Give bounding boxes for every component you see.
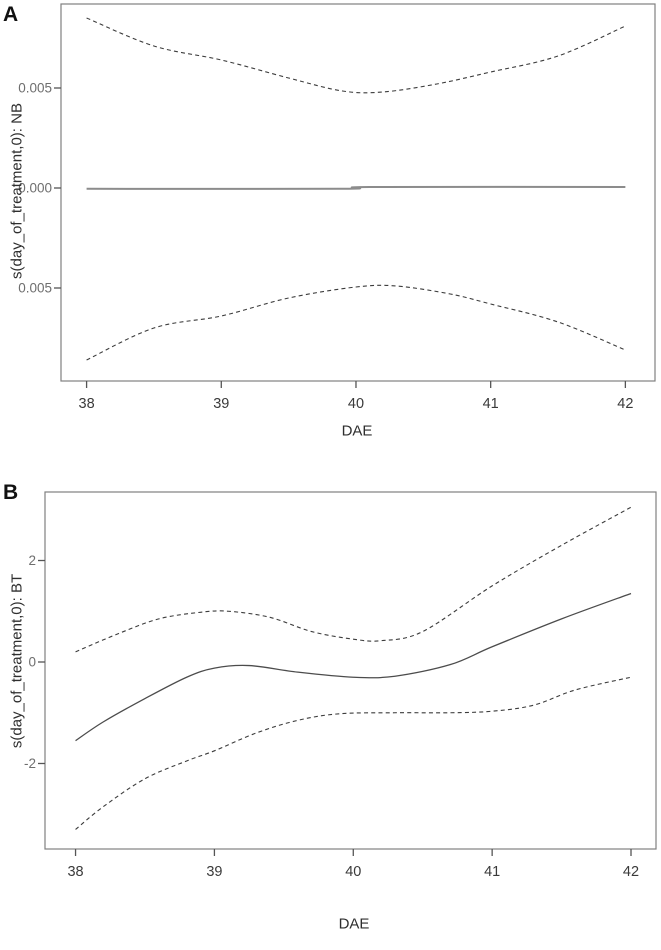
x-tick-label: 42 bbox=[623, 864, 639, 880]
y-tick-label: 0 bbox=[28, 655, 36, 670]
x-tick-label: 40 bbox=[345, 864, 361, 880]
panel-a-x-axis-title: DAE bbox=[341, 422, 373, 440]
x-tick-label: 41 bbox=[483, 396, 499, 412]
panel-b-x-axis-title: DAE bbox=[338, 915, 370, 933]
panel-b-chart: 38 39 40 41 42 2 0 -2 bbox=[24, 491, 657, 880]
lower_ci-line bbox=[86, 284, 626, 361]
x-tick-label: 39 bbox=[206, 864, 222, 880]
x-tick-label: 40 bbox=[348, 396, 364, 412]
plot-box bbox=[60, 3, 656, 382]
upper_ci-line bbox=[75, 506, 632, 653]
smooth_estimate-line bbox=[86, 185, 626, 190]
lower_ci-line bbox=[75, 676, 632, 830]
smooth_estimate-line bbox=[75, 592, 632, 742]
x-tick-label: 39 bbox=[213, 396, 229, 412]
panel-a-label: A bbox=[3, 3, 19, 26]
x-tick-label: 41 bbox=[484, 864, 500, 880]
panel-b-label: B bbox=[3, 481, 19, 504]
y-tick-label: 0.005 bbox=[18, 281, 52, 296]
y-tick-label: 0.000 bbox=[18, 181, 52, 196]
y-tick-label: 2 bbox=[28, 553, 36, 568]
y-tick-label: -2 bbox=[24, 756, 36, 771]
x-tick-label: 42 bbox=[617, 396, 633, 412]
panel-a-y-axis-title: s(day_of_treatment,0): NB bbox=[8, 103, 26, 279]
x-tick-label: 38 bbox=[79, 396, 95, 412]
plot-box bbox=[44, 491, 657, 850]
panel-b-y-axis-title: s(day_of_treatment,0): BT bbox=[8, 573, 26, 749]
x-tick-label: 38 bbox=[67, 864, 83, 880]
y-tick-label: 0.005 bbox=[18, 81, 52, 96]
upper_ci-line bbox=[86, 17, 626, 94]
panel-a-chart: 38 39 40 41 42 0.005 0.000 0.005 bbox=[18, 3, 656, 412]
